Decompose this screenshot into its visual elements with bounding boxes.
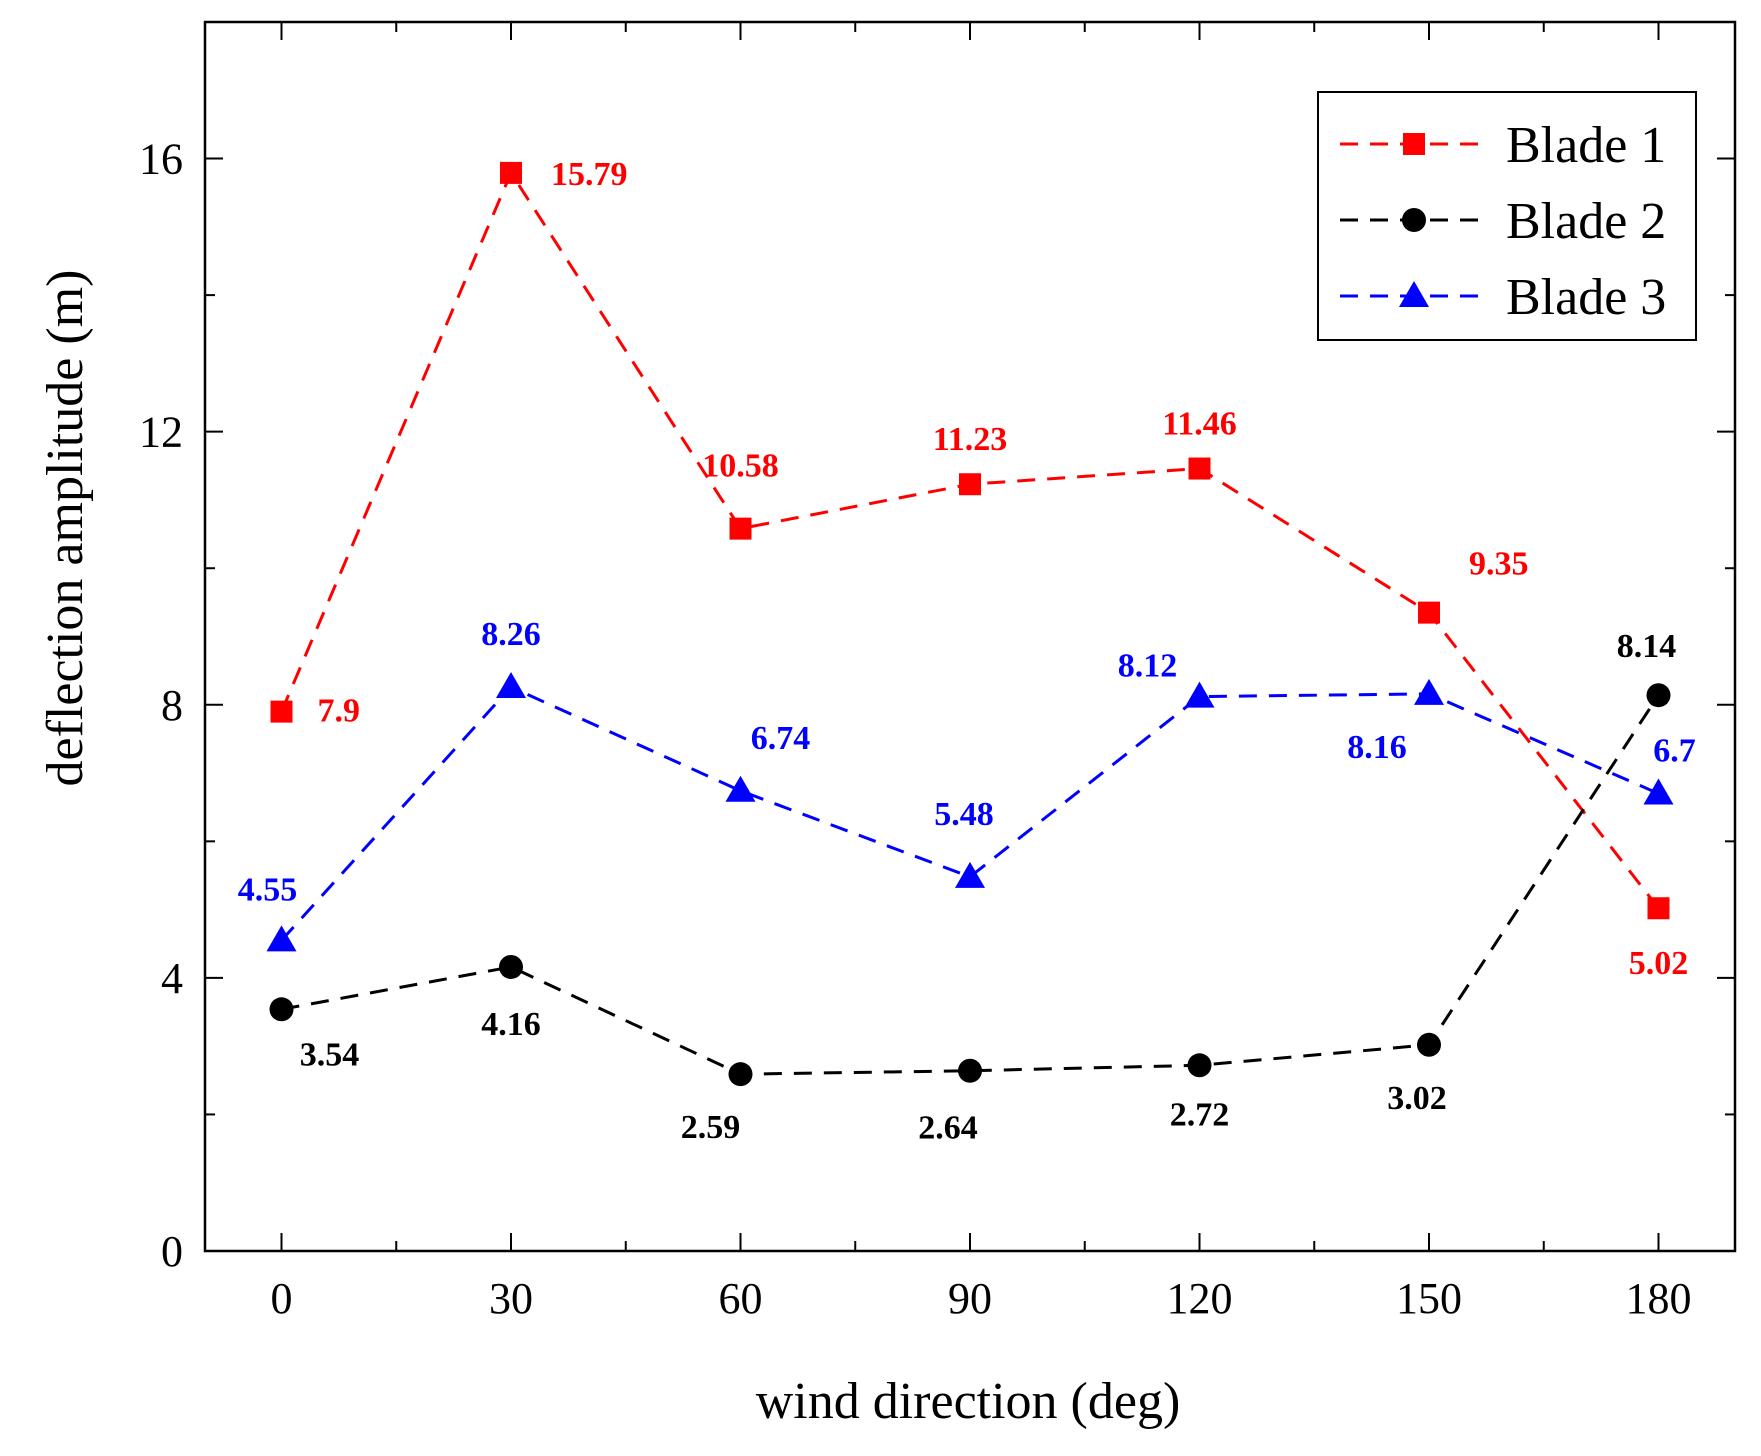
blade-1-data-label: 7.9 <box>318 693 361 730</box>
y-tick-label: 8 <box>161 681 183 730</box>
blade-1-data-label: 15.79 <box>551 156 628 193</box>
y-tick-label: 16 <box>139 135 183 184</box>
blade-3-data-label: 8.16 <box>1347 729 1407 766</box>
legend-blade-2-label: Blade 2 <box>1506 193 1666 250</box>
blade-1-data-label: 10.58 <box>702 448 779 485</box>
y-tick-label: 12 <box>139 408 183 457</box>
legend-box <box>1317 91 1697 341</box>
blade-2-point <box>958 1058 982 1083</box>
blade-2-point <box>1417 1032 1441 1057</box>
blade-1-point <box>1418 601 1440 624</box>
blade-1-point <box>1647 897 1670 920</box>
blade-2-point <box>269 997 294 1022</box>
legend-blade-3-marker <box>1399 281 1429 307</box>
blade-1-data-label: 9.35 <box>1469 546 1529 583</box>
blade-1-point <box>270 700 293 723</box>
blade-2-data-label: 2.59 <box>681 1109 741 1146</box>
blade-2-data-label: 3.54 <box>300 1036 360 1073</box>
blade-3-data-label: 5.48 <box>934 796 994 833</box>
blade-1-point <box>729 517 752 540</box>
y-tick-label: 0 <box>161 1227 183 1276</box>
blade-2-point <box>1187 1053 1212 1078</box>
blade-3-data-label: 4.55 <box>238 871 298 908</box>
blade-1-data-label: 5.02 <box>1629 945 1689 982</box>
blade-3-point <box>1184 681 1215 708</box>
legend-blade-3-label: Blade 3 <box>1506 269 1666 326</box>
blade-1-point <box>959 473 981 496</box>
legend-blade-1-marker <box>1403 133 1425 155</box>
blade-3-point <box>496 672 526 699</box>
blade-3-point <box>1414 678 1444 705</box>
blade-2-data-label: 3.02 <box>1387 1080 1447 1117</box>
blade-2-data-label: 8.14 <box>1617 628 1677 665</box>
x-tick-label: 30 <box>489 1274 533 1323</box>
blade-3-point <box>725 775 756 802</box>
x-axis-title: wind direction (deg) <box>756 1373 1181 1430</box>
blade-3-point <box>955 861 985 888</box>
x-tick-label: 180 <box>1626 1274 1692 1323</box>
blade-3-point <box>266 925 297 952</box>
blade-3-data-label: 8.26 <box>481 616 541 653</box>
blade-1-data-label: 11.46 <box>1162 406 1237 443</box>
blade-3-data-label: 6.7 <box>1653 733 1696 770</box>
x-tick-label: 120 <box>1167 1274 1233 1323</box>
series-layer <box>266 161 1674 1087</box>
x-tick-label: 150 <box>1396 1274 1462 1323</box>
x-tick-label: 90 <box>948 1274 992 1323</box>
data-labels-layer: 7.9 15.79 10.58 11.23 11.46 9.35 5.02 3.54 4.16 2… <box>238 156 1696 1147</box>
legend-blade-2-marker <box>1402 208 1426 232</box>
y-tick-label: 4 <box>161 954 183 1003</box>
y-axis-title: deflection amplitude (m) <box>37 270 94 787</box>
blade-3-data-label: 6.74 <box>751 720 811 757</box>
blade-3-point <box>1643 778 1674 805</box>
blade-2-data-label: 4.16 <box>481 1006 541 1043</box>
blade-2-data-label: 2.72 <box>1170 1096 1230 1133</box>
blade-2-point <box>728 1062 753 1087</box>
legend-blade-1-label: Blade 1 <box>1506 117 1666 174</box>
blade-3-data-label: 8.12 <box>1118 648 1178 685</box>
blade-1-data-label: 11.23 <box>933 421 1008 458</box>
axes-layer: 0 30 60 90 120 150 180 0 4 8 12 16 <box>139 20 1737 1323</box>
x-tick-label: 60 <box>719 1274 763 1323</box>
blade-2-data-label: 2.64 <box>918 1110 978 1147</box>
blade-1-point <box>500 161 522 184</box>
x-tick-label: 0 <box>271 1274 293 1323</box>
blade-2-point <box>499 954 523 979</box>
legend: Blade 1 Blade 2 Blade 3 <box>1317 91 1697 341</box>
blade-2-point <box>1646 683 1671 708</box>
blade-1-point <box>1188 457 1211 480</box>
